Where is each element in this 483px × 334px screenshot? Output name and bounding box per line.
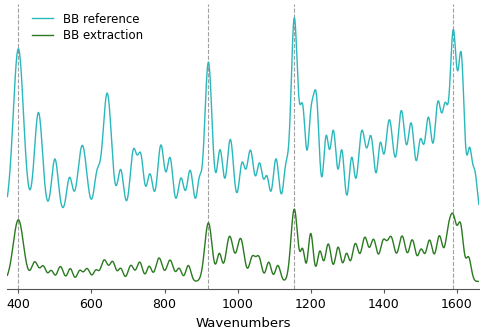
BB extraction (463, 255, 469, 259)
BB reference (463, 143, 469, 147)
BB reference (222, 176, 227, 180)
BB extraction (4, 273, 10, 277)
Line: BB extraction: BB extraction (7, 209, 479, 282)
BB reference (376, 147, 382, 151)
BB extraction (234, 248, 240, 253)
BB reference (28, 183, 34, 187)
BB reference (463, 139, 469, 143)
Legend: BB reference, BB extraction: BB reference, BB extraction (32, 13, 143, 42)
BB reference (234, 191, 240, 195)
BB reference (476, 202, 482, 206)
X-axis label: Wavenumbers: Wavenumbers (195, 317, 291, 330)
BB reference (292, 16, 298, 20)
BB reference (60, 206, 66, 210)
BB extraction (376, 252, 382, 256)
BB extraction (462, 255, 468, 259)
Line: BB reference: BB reference (7, 18, 479, 208)
BB extraction (476, 280, 482, 284)
BB reference (4, 194, 10, 198)
BB extraction (221, 260, 227, 264)
BB extraction (291, 207, 297, 211)
BB extraction (28, 266, 34, 270)
